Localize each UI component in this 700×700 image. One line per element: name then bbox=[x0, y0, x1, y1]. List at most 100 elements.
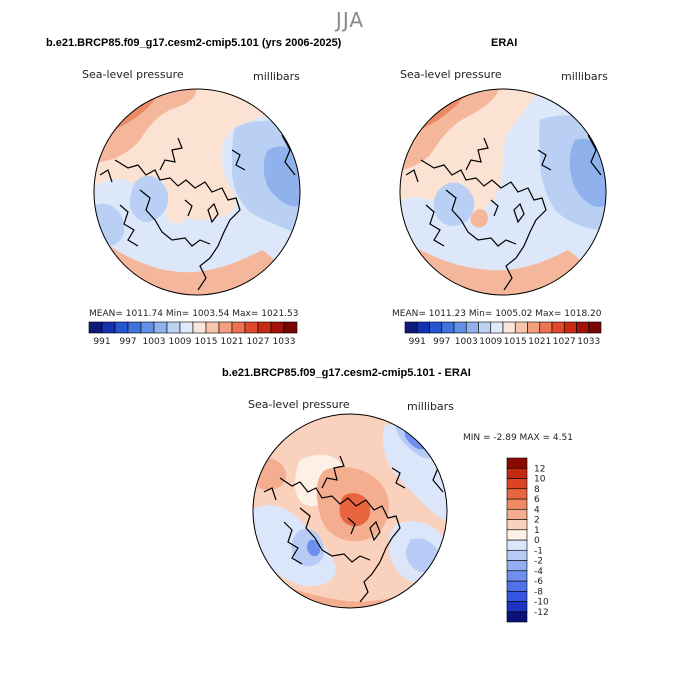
panel2-colorbar-tick-label: 1009 bbox=[479, 337, 502, 347]
panel1-title: b.e21.BRCP85.f09_g17.cesm2-cmip5.101 (yr… bbox=[46, 37, 342, 49]
panel3-colorbar-swatch bbox=[506, 549, 528, 561]
panel1-variable-label: Sea-level pressure bbox=[82, 68, 184, 81]
panel3-colorbar-swatch bbox=[506, 498, 528, 510]
coastline bbox=[119, 204, 139, 247]
panel2-colorbar-swatch bbox=[514, 321, 528, 334]
panel1-colorbar-tick-label: 1009 bbox=[169, 337, 192, 347]
panel1-colorbar-swatch bbox=[127, 321, 142, 334]
panel1-colorbar-swatch bbox=[283, 321, 298, 334]
panel3-units-label: millibars bbox=[407, 400, 454, 413]
panel1-colorbar-swatch bbox=[140, 321, 155, 334]
panel1-colorbar-tick-label: 1015 bbox=[195, 337, 218, 347]
panel1-colorbar-swatch bbox=[166, 321, 181, 334]
panel1-colorbar-swatch bbox=[153, 321, 168, 334]
panel3-colorbar-tick-label: 2 bbox=[534, 516, 540, 526]
panel3-colorbar-swatch bbox=[506, 467, 528, 479]
panel3-colorbar-swatch bbox=[506, 529, 528, 541]
panel3-colorbar-swatch bbox=[506, 519, 528, 531]
panel3-colorbar-tick-label: 0 bbox=[534, 536, 540, 546]
map-frame bbox=[252, 413, 448, 609]
panel1-colorbar-tick-label: 1033 bbox=[273, 337, 296, 347]
coastline bbox=[263, 487, 277, 501]
field-low-region bbox=[263, 146, 300, 207]
panel2-colorbar-swatch bbox=[539, 321, 553, 334]
panel2-colorbar-swatch bbox=[527, 321, 541, 334]
coastline bbox=[405, 169, 419, 183]
field-low-region bbox=[129, 175, 169, 222]
panel3-stats: MIN = -2.89 MAX = 4.51 bbox=[463, 433, 573, 443]
panel2-colorbar-swatch bbox=[416, 321, 430, 334]
panel1-colorbar-swatch bbox=[231, 321, 246, 334]
coastline bbox=[445, 189, 517, 247]
panel2-colorbar-tick-label: 1015 bbox=[504, 337, 527, 347]
coastline bbox=[231, 149, 246, 171]
panel1-colorbar-tick-label: 1021 bbox=[221, 337, 244, 347]
panel1-colorbar-swatch bbox=[257, 321, 272, 334]
map-frame bbox=[93, 88, 301, 296]
panel3-colorbar-tick-label: 6 bbox=[534, 495, 540, 505]
coastline bbox=[537, 149, 552, 171]
panel1-colorbar-tick-label: 991 bbox=[93, 337, 110, 347]
panel3-colorbar-swatch bbox=[506, 601, 528, 613]
panel1-colorbar-swatch bbox=[192, 321, 207, 334]
panel3-colorbar-tick-label: -6 bbox=[534, 577, 543, 587]
field-high-region bbox=[470, 209, 488, 228]
panel3-colorbar-tick-label: 8 bbox=[534, 485, 540, 495]
field-high-region bbox=[166, 203, 186, 224]
panel3-colorbar-swatch bbox=[506, 560, 528, 572]
panel3-colorbar-tick-label: -2 bbox=[534, 557, 543, 567]
panel1-units-label: millibars bbox=[253, 70, 300, 83]
season-title: JJA bbox=[335, 8, 365, 32]
coastline bbox=[139, 189, 211, 247]
panel2-units-label: millibars bbox=[561, 70, 608, 83]
panel1-colorbar-swatch bbox=[205, 321, 220, 334]
panel1-colorbar-swatch bbox=[218, 321, 233, 334]
panel3-colorbar-swatch bbox=[506, 611, 528, 623]
panel1-map bbox=[94, 89, 300, 295]
panel1-colorbar-swatch bbox=[101, 321, 116, 334]
panel1-colorbar-tick-label: 1003 bbox=[143, 337, 166, 347]
panel3-colorbar-swatch bbox=[506, 580, 528, 592]
panel2-colorbar-swatch bbox=[576, 321, 590, 334]
panel2-colorbar-tick-label: 1021 bbox=[528, 337, 551, 347]
panel2-colorbar-swatch bbox=[551, 321, 565, 334]
coastline bbox=[420, 159, 547, 291]
coastline bbox=[184, 199, 193, 217]
panel2-colorbar-swatch bbox=[465, 321, 479, 334]
coastline bbox=[207, 202, 219, 224]
field-low-region bbox=[307, 539, 320, 557]
panel1-colorbar-tick-label: 1027 bbox=[247, 337, 270, 347]
panel2-colorbar-tick-label: 997 bbox=[433, 337, 450, 347]
panel3-colorbar-tick-label: -10 bbox=[534, 598, 549, 608]
panel1-colorbar-swatch bbox=[244, 321, 259, 334]
coastline bbox=[99, 169, 113, 183]
panel3-colorbar-tick-label: -8 bbox=[534, 587, 543, 597]
panel2-colorbar-tick-label: 1003 bbox=[455, 337, 478, 347]
panel2-colorbar: 991 997 1003 1009 1015 1021 1027 1033 bbox=[404, 321, 602, 347]
panel3-colorbar-swatch bbox=[506, 488, 528, 500]
coastline bbox=[465, 137, 489, 171]
coastline bbox=[369, 520, 381, 542]
panel2-title: ERAI bbox=[491, 37, 518, 49]
panel1-colorbar-swatch bbox=[179, 321, 194, 334]
panel2-colorbar-tick-label: 991 bbox=[409, 337, 426, 347]
coastline bbox=[321, 455, 345, 489]
panel2-colorbar-swatch bbox=[441, 321, 455, 334]
coastline bbox=[425, 204, 445, 247]
panel2-colorbar-swatch bbox=[502, 321, 516, 334]
panel1-colorbar-swatch bbox=[270, 321, 285, 334]
coastline bbox=[159, 137, 183, 171]
panel3-colorbar-swatch bbox=[506, 590, 528, 602]
panel3-colorbar-tick-label: 10 bbox=[534, 475, 546, 485]
panel3-colorbar-tick-label: 1 bbox=[534, 526, 540, 536]
panel3-colorbar-swatch bbox=[506, 539, 528, 551]
panel2-colorbar-swatch bbox=[478, 321, 492, 334]
panel1-colorbar-swatch bbox=[88, 321, 103, 334]
panel2-colorbar-swatch bbox=[588, 321, 602, 334]
panel2-colorbar-swatch bbox=[490, 321, 504, 334]
panel3-variable-label: Sea-level pressure bbox=[248, 398, 350, 411]
coastline bbox=[281, 134, 296, 176]
map-frame bbox=[399, 88, 607, 296]
